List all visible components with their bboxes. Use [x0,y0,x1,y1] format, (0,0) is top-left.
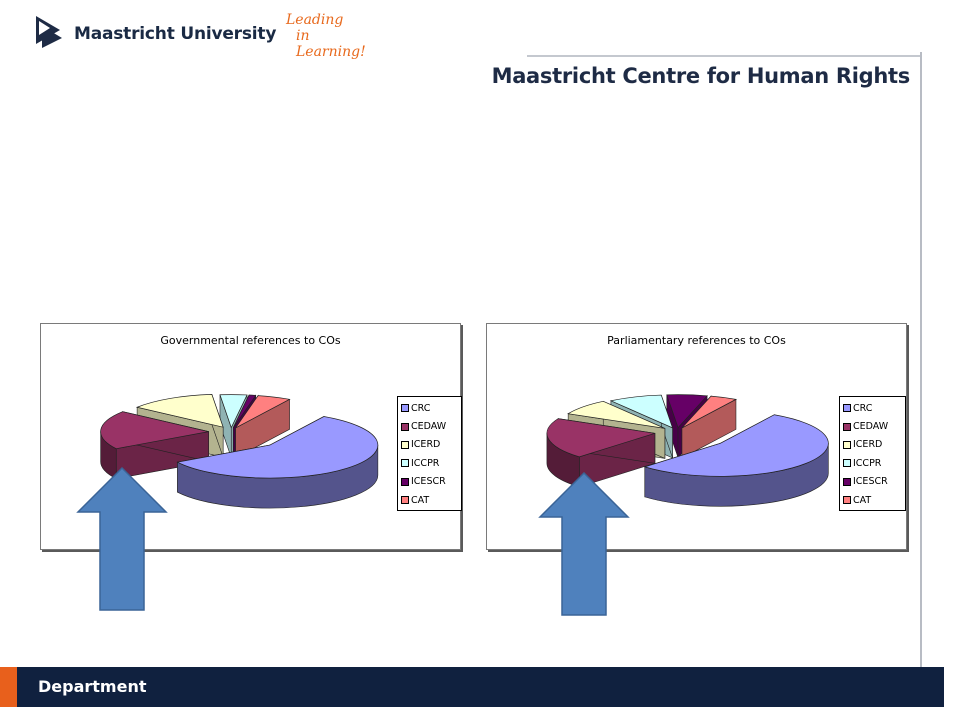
legend-item-crc: CRC [843,399,901,417]
legend-label: CRC [853,402,873,414]
legend-swatch [843,422,851,431]
legend-label: CEDAW [411,421,447,433]
pie-slice-cat [235,394,291,459]
up-arrow-left [76,466,168,611]
side-rule [920,52,922,672]
university-logo: Maastricht University Leading in Learnin… [36,12,366,60]
pie-slice-top [681,395,738,429]
pie-slice-top [219,394,248,429]
pie-slice-top [643,414,829,477]
legend-swatch [401,496,409,505]
legend-item-icescr: ICESCR [401,473,457,491]
centre-title: Maastricht Centre for Human Rights [491,64,911,88]
pie-slice-top [546,418,656,458]
pie-slice-cedaw [100,411,209,480]
legend-item-icerd: ICERD [401,436,457,454]
university-emblem-icon [36,16,62,48]
up-arrow-shape [76,466,168,611]
legend-swatch [843,440,851,449]
legend-swatch [401,440,409,449]
header-rule [527,55,922,57]
legend-item-cat: CAT [401,491,457,509]
legend-label: ICERD [411,439,441,451]
pie-slice-top [100,411,209,450]
tagline-line-1: Leading [286,12,344,28]
university-tagline: Leading in Learning! [286,12,376,60]
pie-slice-crc [176,416,379,509]
legend-swatch [401,422,409,431]
legend-item-iccpr: ICCPR [401,454,457,472]
footer-bar: Department [0,667,944,707]
pie-slice-top [567,400,666,429]
footer-department-label: Department [38,677,147,696]
chart-title: Governmental references to COs [160,334,341,347]
legend-item-icescr: ICESCR [843,473,901,491]
legend-item-crc: CRC [401,399,457,417]
pie-slice-cedaw [546,418,656,488]
chart-legend: CRC CEDAW ICERD ICCPR ICESCR CAT [839,396,906,512]
legend-item-icerd: ICERD [843,436,901,454]
legend-swatch [401,404,409,413]
tagline-line-2: in Learning! [296,28,366,60]
pie-slice-top [235,395,291,429]
legend-swatch [843,477,851,486]
legend-label: ICESCR [853,476,888,488]
legend-swatch [843,459,851,468]
legend-label: ICCPR [853,457,882,469]
legend-label: CAT [411,494,430,506]
up-arrow-right [538,471,630,616]
university-name: Maastricht University [74,24,277,44]
pie-slice-cat [681,395,738,459]
pie-slice-top [666,394,708,429]
legend-swatch [401,459,409,468]
pie-plot-area [546,394,829,507]
legend-swatch [843,496,851,505]
legend-item-iccpr: ICCPR [843,454,901,472]
footer-accent [0,667,17,707]
pie-slice-top [609,394,674,429]
legend-item-cat: CAT [843,491,901,509]
legend-label: CEDAW [853,421,889,433]
legend-item-cedaw: CEDAW [401,417,457,435]
pie-plot-area [100,394,379,509]
pie-slice-crc [643,414,829,507]
pie-slice-top [232,394,257,428]
chart-title: Parliamentary references to COs [607,334,786,347]
up-arrow-shape [538,471,630,616]
legend-label: ICESCR [411,476,446,488]
chart-legend: CRC CEDAW ICERD ICCPR ICESCR CAT [397,396,462,512]
legend-swatch [843,404,851,413]
legend-label: ICERD [853,439,883,451]
pie-slice-top [176,416,379,479]
legend-label: CAT [853,494,872,506]
legend-swatch [401,477,409,486]
pie-slice-top [135,394,224,428]
legend-label: ICCPR [411,457,440,469]
legend-item-cedaw: CEDAW [843,417,901,435]
legend-label: CRC [411,402,431,414]
